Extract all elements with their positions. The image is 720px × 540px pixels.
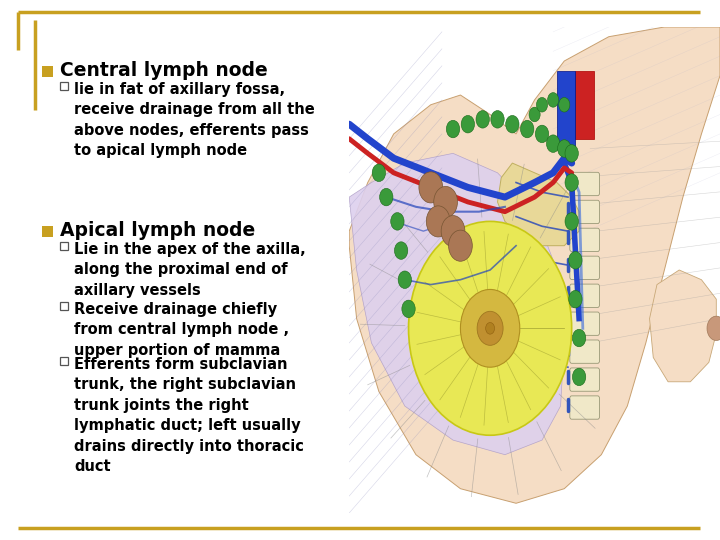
Text: Efferents form subclavian
trunk, the right subclavian
trunk joints the right
lym: Efferents form subclavian trunk, the rig… (74, 357, 304, 474)
Bar (557, 71, 575, 148)
Circle shape (572, 329, 586, 347)
Bar (42, 226, 53, 237)
Circle shape (491, 111, 504, 128)
Polygon shape (649, 270, 716, 382)
Circle shape (449, 230, 472, 261)
FancyBboxPatch shape (570, 312, 600, 335)
FancyBboxPatch shape (570, 396, 600, 419)
Circle shape (536, 97, 548, 112)
FancyBboxPatch shape (570, 284, 600, 307)
Circle shape (402, 300, 415, 318)
Polygon shape (349, 153, 564, 455)
Circle shape (446, 120, 459, 138)
Circle shape (379, 188, 393, 206)
Circle shape (707, 316, 720, 341)
Polygon shape (498, 163, 579, 246)
Circle shape (419, 172, 443, 203)
Text: Lie in the apex of the axilla,
along the proximal end of
axillary vessels: Lie in the apex of the axilla, along the… (74, 242, 306, 298)
Circle shape (462, 116, 474, 133)
Bar (42, 66, 53, 77)
Bar (60, 302, 68, 310)
Circle shape (559, 97, 570, 112)
Circle shape (569, 291, 582, 308)
Circle shape (372, 164, 385, 181)
Circle shape (565, 213, 578, 230)
Circle shape (408, 221, 572, 435)
Circle shape (572, 368, 586, 386)
Circle shape (548, 92, 559, 107)
Circle shape (426, 206, 450, 237)
Bar (575, 71, 594, 139)
Circle shape (486, 322, 495, 334)
FancyBboxPatch shape (570, 256, 600, 280)
Circle shape (557, 140, 571, 157)
Text: Receive drainage chiefly
from central lymph node ,
upper portion of mamma: Receive drainage chiefly from central ly… (74, 302, 289, 358)
FancyBboxPatch shape (570, 172, 600, 195)
Bar (60, 82, 68, 90)
Circle shape (398, 271, 412, 288)
Text: lie in fat of axillary fossa,
receive drainage from all the
above nodes, efferen: lie in fat of axillary fossa, receive dr… (74, 82, 315, 158)
Circle shape (477, 311, 503, 346)
Circle shape (565, 174, 578, 191)
Circle shape (529, 107, 540, 122)
Circle shape (569, 252, 582, 269)
FancyBboxPatch shape (570, 368, 600, 392)
Polygon shape (349, 27, 720, 503)
Text: Central lymph node: Central lymph node (60, 60, 268, 79)
Circle shape (505, 116, 519, 133)
Circle shape (546, 135, 560, 152)
Circle shape (521, 120, 534, 138)
Circle shape (441, 215, 465, 247)
Text: Apical lymph node: Apical lymph node (60, 220, 256, 240)
Circle shape (476, 111, 490, 128)
FancyBboxPatch shape (570, 200, 600, 224)
FancyBboxPatch shape (570, 340, 600, 363)
Bar (60, 357, 68, 365)
Bar (60, 242, 68, 250)
Circle shape (433, 186, 457, 218)
Circle shape (461, 289, 520, 367)
Circle shape (395, 242, 408, 259)
Circle shape (565, 145, 578, 162)
Circle shape (391, 213, 404, 230)
FancyBboxPatch shape (570, 228, 600, 252)
Circle shape (536, 125, 549, 143)
